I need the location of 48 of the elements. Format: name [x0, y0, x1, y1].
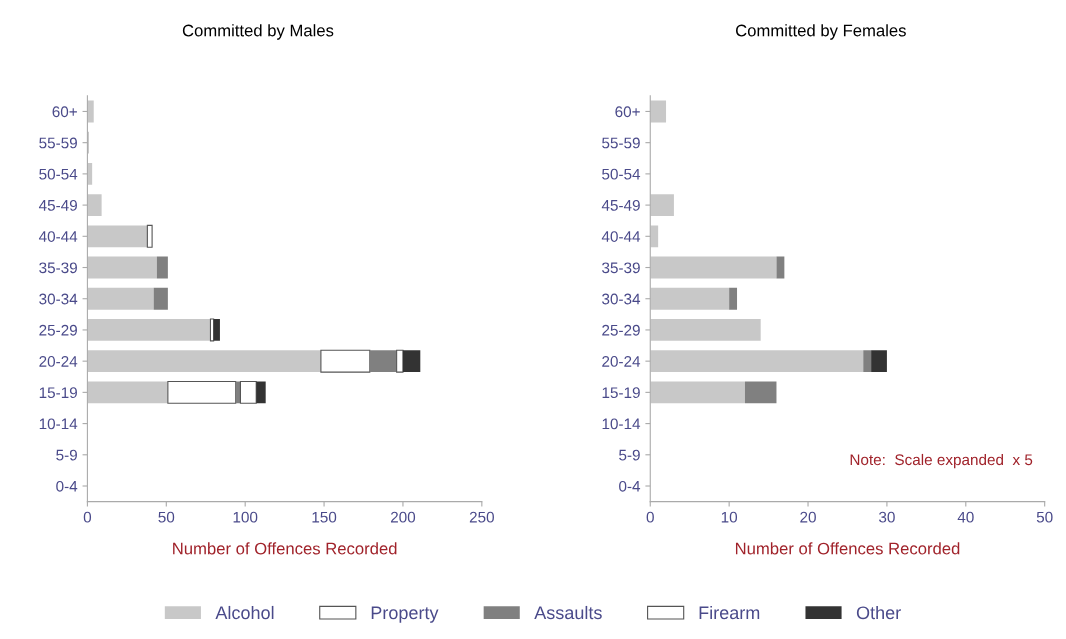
chart-title: Committed by Males	[182, 24, 334, 40]
y-tick-label: 15-19	[602, 387, 640, 399]
x-tick-label: 30	[879, 511, 895, 523]
x-tick-label: 20	[800, 511, 816, 523]
x-tick-label: 100	[233, 511, 258, 523]
y-tick-label: 40-44	[601, 231, 641, 242]
x-tick-label: 50	[158, 511, 175, 523]
y-tick-label: 45-49	[601, 199, 640, 211]
y-tick-label: 20-24	[39, 356, 78, 367]
y-tick-label: 35-39	[39, 262, 77, 274]
legend-label: Firearm	[699, 605, 760, 620]
legend-label: Other	[856, 605, 901, 620]
y-tick-label: 0-4	[619, 480, 641, 492]
y-tick-label: 60+	[615, 106, 640, 118]
y-tick-label: 25-29	[39, 324, 77, 336]
legend-label: Property	[371, 606, 439, 623]
y-tick-label: 45-49	[38, 199, 77, 211]
x-tick-label: 0	[83, 511, 92, 523]
x-axis-title: Number of Offences Recorded	[173, 542, 397, 555]
y-tick-label: 5-9	[56, 449, 77, 461]
legend-label: Alcohol	[215, 605, 274, 620]
y-tick-label: 35-39	[602, 262, 640, 274]
y-tick-label: 5-9	[619, 449, 640, 461]
y-tick-label: 10-14	[602, 418, 641, 430]
y-tick-label: 50-54	[602, 168, 641, 180]
y-tick-label: 40-44	[38, 231, 78, 242]
y-tick-label: 15-19	[39, 387, 77, 399]
legend-label: Assaults	[534, 605, 602, 620]
y-tick-label: 30-34	[39, 293, 78, 305]
y-tick-label: 20-24	[602, 356, 641, 367]
y-tick-label: 30-34	[602, 293, 641, 305]
y-tick-label: 55-59	[602, 137, 640, 149]
x-tick-label: 150	[312, 511, 337, 523]
x-tick-label: 50	[1036, 511, 1053, 523]
annotation: Note: Scale expanded x 5	[850, 453, 1033, 469]
x-tick-label: 250	[469, 511, 494, 523]
chart-title: Committed by Females	[736, 24, 906, 40]
x-axis-title: Number of Offences Recorded	[735, 542, 960, 555]
y-tick-label: 0-4	[56, 480, 78, 492]
y-tick-label: 55-59	[39, 137, 77, 149]
y-tick-label: 25-29	[602, 324, 640, 336]
x-tick-label: 0	[646, 511, 654, 523]
x-tick-label: 40	[957, 511, 974, 523]
y-tick-label: 10-14	[39, 418, 78, 430]
y-tick-label: 60+	[52, 106, 77, 118]
x-tick-label: 200	[390, 511, 416, 523]
y-tick-label: 50-54	[39, 168, 78, 180]
x-tick-label: 10	[721, 511, 738, 523]
